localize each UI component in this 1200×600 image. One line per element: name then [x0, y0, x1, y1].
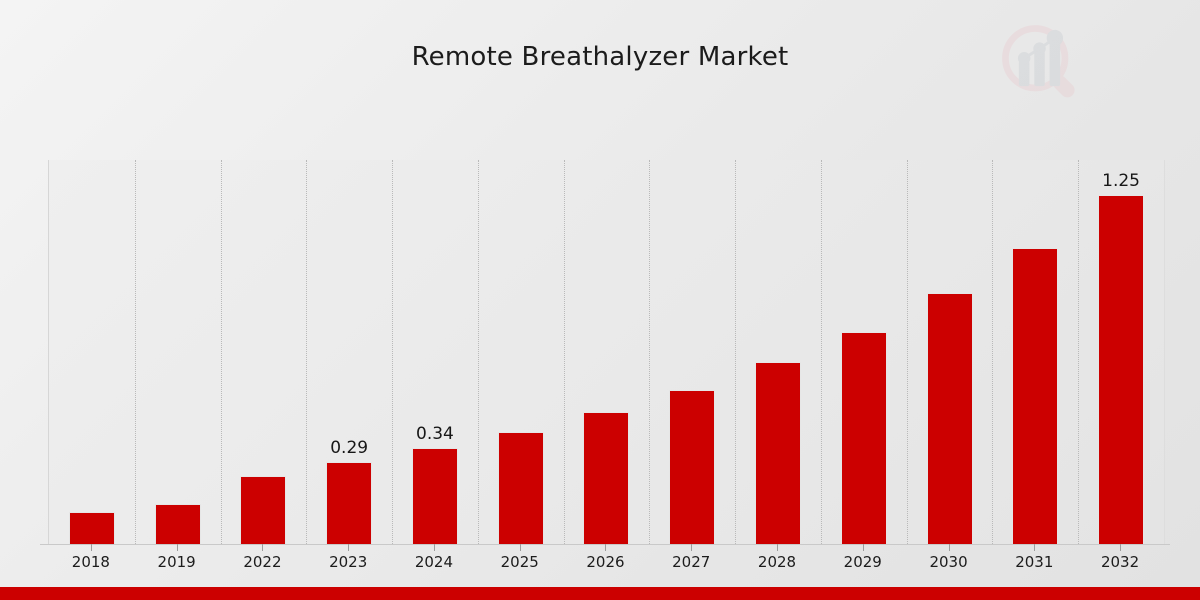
bar-2025 — [497, 432, 544, 544]
x-axis-tick-label: 2031 — [1015, 553, 1054, 571]
x-axis-tick-label: 2030 — [929, 553, 968, 571]
bar-2032: 1.25 — [1098, 171, 1145, 544]
bar-2018 — [68, 512, 115, 544]
bar-2027 — [669, 390, 716, 544]
bar-2022 — [240, 476, 287, 544]
bar-slot — [735, 160, 821, 544]
bar-2019 — [154, 504, 201, 544]
bar-slot — [221, 160, 307, 544]
x-axis-tick-label: 2024 — [414, 553, 454, 571]
bar-slot — [49, 160, 135, 544]
x-axis-tick-label: 2022 — [243, 553, 282, 571]
plot-area: 0.29 0.34 1.25 — [48, 160, 1165, 544]
bar-slot: 0.34 — [392, 160, 478, 544]
bar-value-label: 1.25 — [1102, 171, 1140, 191]
bar-slot — [821, 160, 907, 544]
x-tick — [648, 544, 734, 552]
bar-slot — [992, 160, 1078, 544]
x-axis-tick-label: 2028 — [757, 553, 797, 571]
bar-2029 — [840, 332, 887, 544]
x-axis-tick-label: 2032 — [1100, 553, 1140, 571]
page-title: Remote Breathalyzer Market — [411, 42, 789, 72]
bar-slot — [564, 160, 650, 544]
bar-2030 — [926, 293, 973, 544]
bar-2024: 0.34 — [411, 424, 458, 544]
x-tick — [906, 544, 992, 552]
bar-slot — [135, 160, 221, 544]
bar-2028 — [755, 362, 801, 544]
bar-value-label: 0.34 — [416, 424, 454, 444]
bar-2023: 0.29 — [326, 438, 373, 544]
bar-slot — [478, 160, 564, 544]
x-axis-tick-labels: 2018 2019 2022 2023 2024 2025 2026 2027 2028 2029… — [48, 553, 1163, 571]
x-axis-tick-label: 2023 — [329, 553, 368, 571]
x-axis-tick-label: 2029 — [843, 553, 882, 571]
x-axis-tick-label: 2025 — [500, 553, 539, 571]
x-axis-line — [40, 544, 1170, 545]
x-tick — [48, 544, 134, 552]
bar-slot — [907, 160, 993, 544]
x-tick — [563, 544, 649, 552]
x-axis-tick-label: 2019 — [157, 553, 196, 571]
x-tick — [391, 544, 477, 552]
footer-bar — [0, 587, 1200, 600]
x-tick — [820, 544, 906, 552]
bar-2026 — [583, 412, 630, 544]
bar-value-label: 0.29 — [330, 438, 369, 458]
x-tick — [1077, 544, 1163, 552]
x-axis-tick-label: 2026 — [586, 553, 625, 571]
x-tick — [734, 544, 820, 552]
x-tick — [305, 544, 391, 552]
bar-2031 — [1012, 248, 1059, 544]
x-axis-tick-label: 2027 — [672, 553, 711, 571]
x-axis-ticks — [48, 544, 1163, 552]
x-axis-tick-label: 2018 — [71, 553, 110, 571]
bar-slot: 0.29 — [306, 160, 392, 544]
bar-slot — [649, 160, 735, 544]
bar-series: 0.29 0.34 1.25 — [49, 160, 1164, 544]
x-tick — [991, 544, 1077, 552]
x-tick — [220, 544, 306, 552]
x-tick — [134, 544, 220, 552]
bar-slot: 1.25 — [1078, 160, 1164, 544]
x-tick — [477, 544, 563, 552]
